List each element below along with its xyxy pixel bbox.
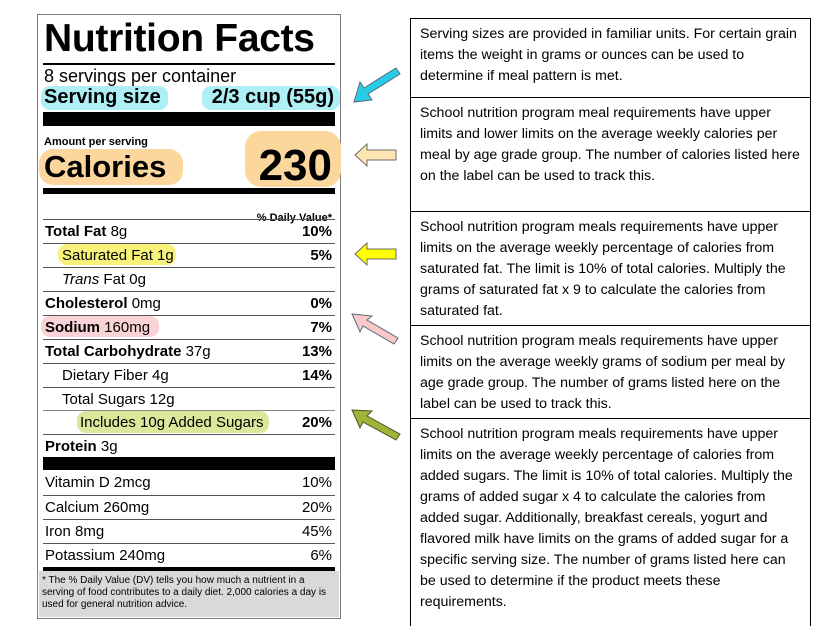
amount-per-serving: Amount per serving bbox=[44, 136, 148, 148]
serving-value-highlight bbox=[202, 86, 340, 110]
arrow-serving-icon bbox=[353, 67, 401, 103]
nutrient-row-saturated-fat: Saturated Fat 1g 5% bbox=[43, 243, 335, 267]
calories-value-highlight bbox=[245, 131, 341, 187]
nutrient-row-sodium: Sodium 160mg 7% bbox=[43, 315, 335, 339]
label-title: Nutrition Facts bbox=[44, 17, 315, 60]
serving-size-highlight bbox=[41, 86, 168, 110]
nutrient-row-protein: Protein 3g bbox=[43, 434, 335, 458]
serving-size-value: 2/3 cup (55g) bbox=[211, 86, 334, 108]
vitamin-row-vitamin-d: Vitamin D 2mcg 10% bbox=[45, 474, 332, 491]
explanation-calories: School nutrition program meal requiremen… bbox=[410, 97, 811, 212]
protein-rule bbox=[43, 457, 335, 470]
explanation-sodium: School nutrition program meals requireme… bbox=[410, 325, 811, 419]
nutrient-row-added-sugars: Includes 10g Added Sugars 20% bbox=[43, 410, 335, 434]
calories-label-highlight bbox=[39, 149, 183, 185]
nutrient-row-cholesterol: Cholesterol 0mg 0% bbox=[43, 291, 335, 315]
arrow-calories-icon bbox=[354, 142, 397, 168]
added-sugars-highlight bbox=[77, 411, 269, 433]
nutrient-row-trans-fat: Trans Fat 0g bbox=[43, 267, 335, 291]
calories-rule bbox=[43, 188, 335, 194]
saturated-fat-highlight bbox=[58, 244, 176, 265]
nutrient-row-total-sugars: Total Sugars 12g bbox=[43, 387, 335, 411]
nutrient-row-dietary-fiber: Dietary Fiber 4g 14% bbox=[43, 363, 335, 387]
footnote-rule bbox=[43, 567, 335, 571]
nutrition-facts-label: Nutrition Facts 8 servings per container… bbox=[37, 14, 341, 619]
thick-rule bbox=[43, 112, 335, 126]
calories-value: 230 bbox=[258, 141, 332, 190]
title-rule bbox=[43, 63, 335, 65]
vitamin-row-calcium: Calcium 260mg 20% bbox=[43, 495, 335, 519]
explanation-added-sugars: School nutrition program meals requireme… bbox=[410, 418, 811, 626]
nutrient-row-total-fat: Total Fat 8g 10% bbox=[43, 219, 335, 243]
explanation-serving-size: Serving sizes are provided in familiar u… bbox=[410, 18, 811, 98]
sodium-highlight bbox=[41, 316, 159, 337]
vitamin-row-potassium: Potassium 240mg 6% bbox=[43, 543, 335, 567]
daily-value-footnote: * The % Daily Value (DV) tells you how m… bbox=[39, 571, 339, 617]
serving-size-label: Serving size bbox=[44, 86, 161, 108]
calories-label: Calories bbox=[44, 149, 167, 184]
nutrient-row-total-carbohydrate: Total Carbohydrate 37g 13% bbox=[43, 339, 335, 363]
daily-value-header: % Daily Value* bbox=[256, 212, 332, 224]
servings-per-container: 8 servings per container bbox=[44, 66, 237, 86]
vitamin-row-iron: Iron 8mg 45% bbox=[43, 519, 335, 543]
arrow-sodium-icon bbox=[351, 313, 399, 345]
serving-size-row: Serving size 2/3 cup (55g) bbox=[44, 86, 336, 110]
explanation-saturated-fat: School nutrition program meals requireme… bbox=[410, 211, 811, 326]
arrow-added-sugars-icon bbox=[351, 409, 401, 441]
arrow-saturated-fat-icon bbox=[354, 241, 397, 267]
